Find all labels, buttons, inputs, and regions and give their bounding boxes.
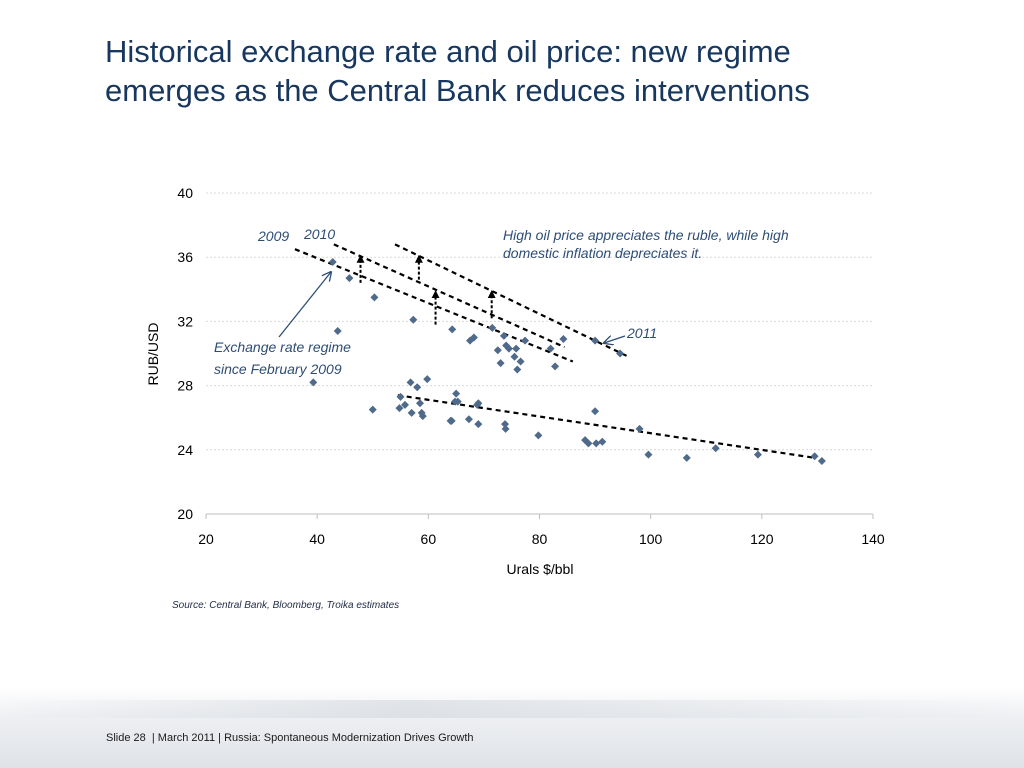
data-point	[409, 315, 418, 324]
data-point	[592, 439, 601, 448]
data-points	[309, 258, 826, 466]
data-point	[469, 333, 478, 342]
footer: Slide 28 | March 2011 | Russia: Spontane…	[106, 732, 474, 744]
y-tick-label: 24	[177, 442, 193, 458]
shift-arrows	[356, 254, 496, 325]
data-point	[309, 378, 318, 387]
label-2011: 2011	[626, 325, 657, 341]
y-tick-label: 40	[177, 185, 193, 201]
data-point	[396, 392, 405, 401]
data-point	[559, 335, 568, 344]
data-point	[368, 405, 377, 414]
x-tick-label: 80	[532, 531, 548, 547]
data-point	[551, 362, 560, 371]
data-point	[407, 408, 416, 417]
data-point	[546, 344, 555, 353]
x-tick-label: 40	[309, 531, 325, 547]
slide-title: Historical exchange rate and oil price: …	[105, 32, 985, 110]
data-point	[447, 416, 456, 425]
slide-title-line-2: emerges as the Central Bank reduces inte…	[105, 73, 810, 108]
trendline	[397, 394, 815, 459]
data-point	[464, 415, 473, 424]
data-point	[682, 453, 691, 462]
label-2009: 2009	[257, 228, 289, 244]
data-point	[370, 293, 379, 302]
data-point	[415, 399, 424, 408]
data-point	[510, 352, 519, 361]
pointer-regime	[278, 272, 331, 338]
data-point	[488, 323, 497, 332]
data-point	[418, 412, 427, 421]
data-point	[616, 349, 625, 358]
data-point	[513, 365, 522, 374]
data-point	[591, 336, 600, 345]
footer-separator: |	[215, 732, 225, 744]
scatter-chart: 20 24 28 32 36 40 20 40 60 80 100 120 140 RUB/USD Ur…	[145, 185, 885, 577]
data-point	[512, 344, 521, 353]
data-point	[493, 346, 502, 355]
annotation-high-oil-line-1: High oil price appreciates the ruble, wh…	[503, 227, 789, 243]
y-axis-label: RUB/USD	[145, 322, 161, 385]
y-tick-label: 28	[177, 378, 193, 394]
annotation-regime-line-2: since February 2009	[214, 361, 342, 377]
data-point	[501, 420, 510, 429]
data-point	[345, 274, 354, 283]
data-point	[499, 331, 508, 340]
footer-title: Russia: Spontaneous Modernization Drives…	[224, 732, 474, 744]
data-point	[453, 397, 462, 406]
footer-separator: |	[145, 732, 158, 744]
annotation-regime-line-1: Exchange rate regime	[214, 339, 351, 355]
label-2010: 2010	[303, 226, 335, 242]
footer-slide-number: Slide 28	[106, 732, 146, 744]
data-point	[413, 383, 422, 392]
data-point	[753, 450, 762, 459]
data-point	[584, 439, 593, 448]
y-tick-label: 32	[177, 313, 193, 329]
data-point	[406, 378, 415, 387]
data-point	[598, 437, 607, 446]
data-point	[474, 420, 483, 429]
trendlines	[294, 243, 815, 459]
x-tick-label: 20	[198, 531, 214, 547]
data-point	[521, 336, 530, 345]
data-point	[591, 407, 600, 416]
data-point	[534, 431, 543, 440]
x-tick-label: 60	[421, 531, 437, 547]
data-point	[423, 375, 432, 384]
data-point	[817, 457, 826, 466]
x-tick-label: 120	[750, 531, 774, 547]
data-point	[711, 444, 720, 453]
gridlines	[206, 192, 873, 451]
trendline	[394, 243, 629, 358]
data-point	[452, 389, 461, 398]
footer-decoration	[0, 700, 1024, 718]
data-point	[516, 357, 525, 366]
data-point	[333, 327, 342, 336]
data-point	[810, 452, 819, 461]
source-note: Source: Central Bank, Bloomberg, Troika …	[172, 600, 400, 611]
footer-date: March 2011	[157, 732, 216, 744]
x-tick-label: 140	[861, 531, 885, 547]
data-point	[395, 404, 404, 413]
x-axis-label: Urals $/bbl	[507, 561, 574, 577]
y-tick-label: 20	[177, 506, 193, 522]
data-point	[635, 424, 644, 433]
x-tick-label: 100	[639, 531, 663, 547]
annotation-high-oil-line-2: domestic inflation depreciates it.	[503, 245, 702, 261]
data-point	[400, 400, 409, 409]
data-point	[474, 399, 483, 408]
data-point	[328, 258, 337, 267]
y-tick-label: 36	[177, 249, 193, 265]
slide-title-line-1: Historical exchange rate and oil price: …	[105, 34, 791, 69]
axes: 20 24 28 32 36 40 20 40 60 80 100 120 140	[177, 185, 884, 547]
data-point	[496, 359, 505, 368]
trendline	[333, 243, 565, 349]
trendline	[294, 248, 574, 363]
data-point	[448, 325, 457, 334]
pointer-2011	[604, 335, 626, 343]
data-point	[504, 344, 513, 353]
data-point	[501, 424, 510, 433]
data-point	[644, 450, 653, 459]
